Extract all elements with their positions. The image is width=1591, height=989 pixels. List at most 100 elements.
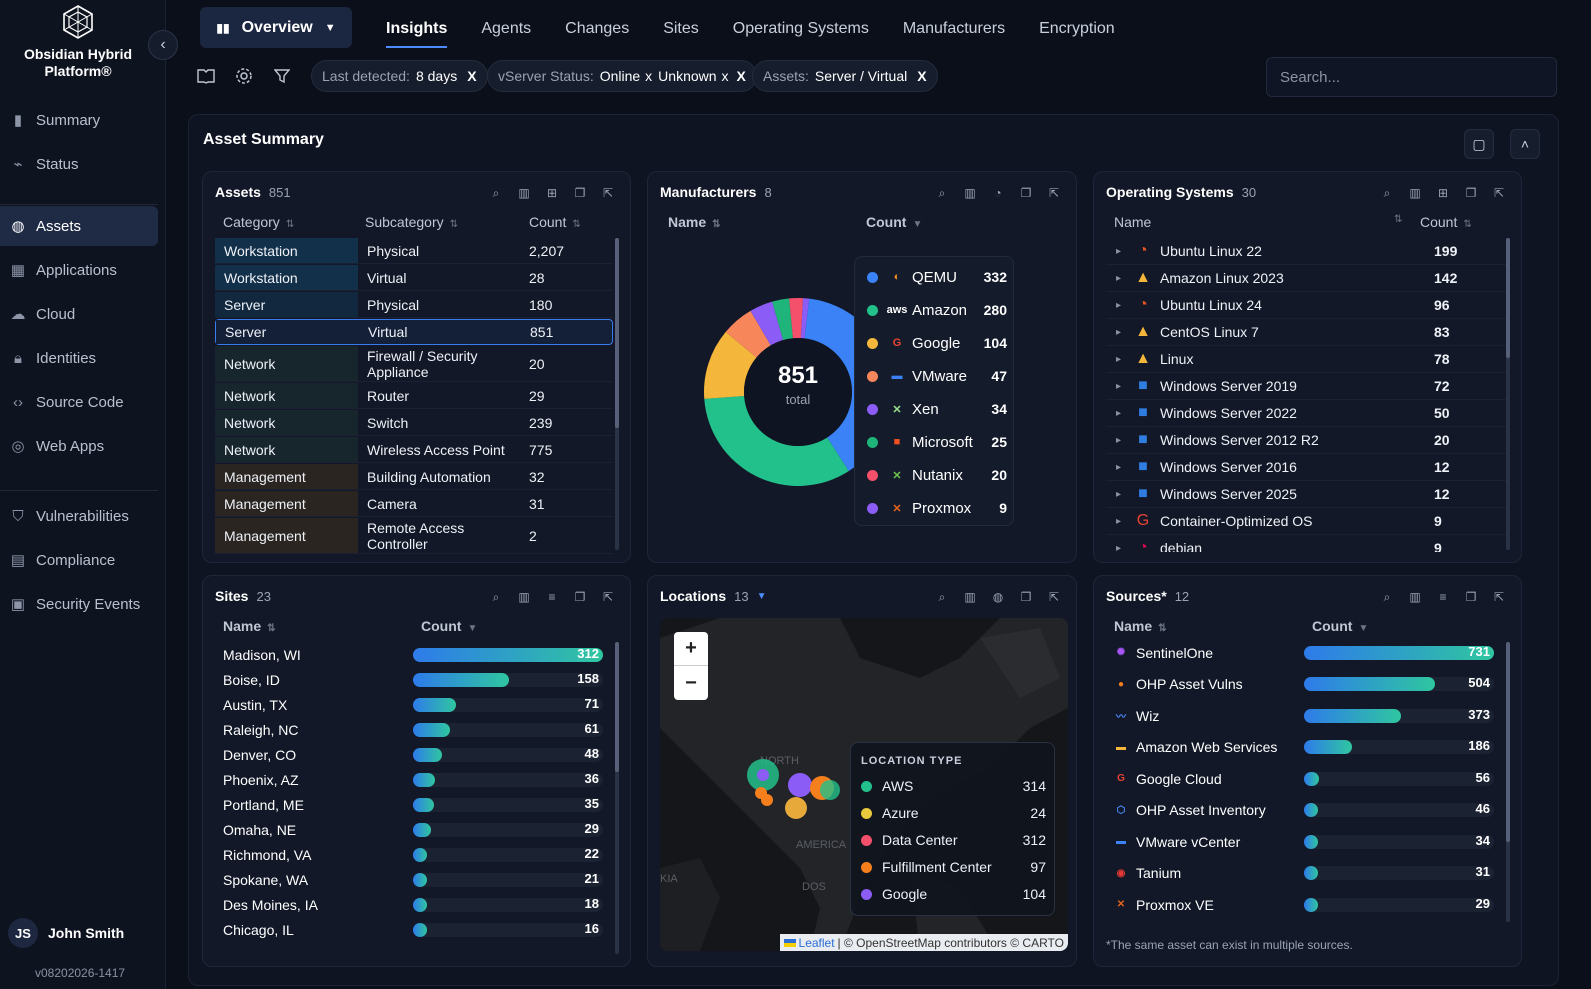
sidebar-item-summary[interactable]: ▮ Summary	[0, 100, 158, 140]
donut-slice-nutanix[interactable]	[789, 298, 804, 339]
remove-value-icon[interactable]: x	[721, 68, 729, 84]
bar-row[interactable]: Des Moines, IA 18	[215, 892, 603, 917]
location-marker-google[interactable]	[788, 773, 812, 797]
bar-row[interactable]: Austin, TX 71	[215, 692, 603, 717]
sidebar-item-applications[interactable]: ▦ Applications	[0, 250, 158, 290]
sidebar-item-vulnerabilities[interactable]: ⛉ Vulnerabilities	[0, 496, 158, 536]
filter-chip-vserver-status[interactable]: vServer Status: Online x Unknown x X	[487, 60, 757, 92]
table-row[interactable]: Server Physical 180	[215, 292, 613, 318]
copy-icon[interactable]: ❐	[574, 186, 586, 200]
legend-item-nutanix[interactable]: ✕ Nutanix 20	[867, 463, 1007, 487]
bar-row[interactable]: Raleigh, NC 61	[215, 717, 603, 742]
columns-icon[interactable]: ▥	[1409, 186, 1421, 200]
expand-caret-icon[interactable]: ▸	[1116, 245, 1122, 257]
table-row[interactable]: Management Camera 31	[215, 491, 613, 517]
columns-icon[interactable]: ▥	[964, 590, 976, 604]
tab-changes[interactable]: Changes	[565, 20, 630, 37]
bar-row[interactable]: ⬡ OHP Asset Inventory 46	[1106, 798, 1494, 823]
list-item[interactable]: ▸ ■ Windows Server 2019 72	[1106, 373, 1506, 400]
search-input[interactable]	[1266, 57, 1557, 97]
expand-caret-icon[interactable]: ▸	[1116, 380, 1122, 392]
locations-map[interactable]: NORTH AMERICA KIA DOS + −	[660, 618, 1068, 951]
list-item[interactable]: ▸ ◔ Ubuntu Linux 22 199	[1106, 238, 1506, 265]
bar-sort-icon[interactable]: ≡	[548, 590, 556, 604]
column-header-count[interactable]: Count ⇅	[529, 214, 581, 230]
leaflet-link[interactable]: Leaflet	[798, 935, 835, 950]
bar-row[interactable]: Chicago, IL 16	[215, 917, 603, 942]
location-type-azure[interactable]: Azure 24	[861, 802, 1046, 824]
location-marker-fulfillment[interactable]	[761, 794, 773, 806]
sidebar-item-web-apps[interactable]: ◎ Web Apps	[0, 426, 158, 466]
overview-dropdown[interactable]: ▮▮ Overview ▼	[200, 7, 352, 48]
expand-caret-icon[interactable]: ▸	[1116, 488, 1122, 500]
column-header-category[interactable]: Category ⇅	[223, 214, 294, 230]
table-row[interactable]: Management Building Automation 32	[215, 464, 613, 490]
zoom-out-button[interactable]: −	[685, 671, 697, 694]
table-row[interactable]: Network Firewall / Security Appliance 20	[215, 346, 613, 382]
column-header-subcategory[interactable]: Subcategory ⇅	[365, 214, 458, 230]
donut-slice-xen[interactable]	[750, 301, 784, 346]
search-icon[interactable]: ⌕	[492, 589, 500, 604]
legend-item-amazon[interactable]: aws Amazon 280	[867, 298, 1007, 322]
open-external-icon[interactable]: ⇱	[602, 186, 614, 200]
location-marker-google[interactable]	[757, 769, 769, 781]
bar-row[interactable]: Denver, CO 48	[215, 742, 603, 767]
column-header-count[interactable]: Count ▼	[421, 618, 477, 634]
table-row[interactable]: Workstation Virtual 28	[215, 265, 613, 291]
expand-caret-icon[interactable]: ▸	[1116, 272, 1122, 284]
globe-icon[interactable]: ◍	[992, 590, 1004, 604]
zoom-in-button[interactable]: +	[674, 632, 708, 666]
location-marker-aws[interactable]	[820, 780, 840, 800]
table-icon[interactable]: ⊞	[1437, 186, 1449, 200]
sidebar-collapse-button[interactable]: ‹	[148, 30, 178, 60]
expand-caret-icon[interactable]: ▸	[1116, 407, 1122, 419]
legend-item-microsoft[interactable]: ■ Microsoft 25	[867, 430, 1007, 454]
copy-icon[interactable]: ❐	[1465, 186, 1477, 200]
sidebar-item-source-code[interactable]: ‹› Source Code	[0, 382, 158, 422]
copy-icon[interactable]: ❐	[574, 590, 586, 604]
location-type-data-center[interactable]: Data Center 312	[861, 829, 1046, 851]
collapse-panel-button[interactable]: ˄	[1510, 129, 1540, 159]
column-header-name[interactable]: Name ⇅	[223, 618, 276, 634]
tab-encryption[interactable]: Encryption	[1039, 20, 1115, 37]
search-icon[interactable]: ⌕	[1383, 589, 1391, 604]
donut-slice-microsoft[interactable]	[772, 298, 793, 341]
legend-item-vmware[interactable]: ▬ VMware 47	[867, 364, 1007, 388]
remove-filter-icon[interactable]: X	[467, 68, 477, 84]
columns-icon[interactable]: ▥	[964, 186, 976, 200]
tab-manufacturers[interactable]: Manufacturers	[902, 20, 1006, 37]
bar-sort-icon[interactable]: ≡	[1439, 590, 1447, 604]
table-row[interactable]: Management Remote Access Controller 2	[215, 518, 613, 554]
column-header-count[interactable]: Count ⇅	[1420, 214, 1472, 230]
brand[interactable]: Obsidian Hybrid Platform®	[0, 4, 156, 80]
sidebar-item-compliance[interactable]: ▤ Compliance	[0, 540, 158, 580]
legend-item-proxmox[interactable]: ✕ Proxmox 9	[867, 496, 1007, 520]
copy-icon[interactable]: ❐	[1020, 590, 1032, 604]
table-row[interactable]: Network Switch 239	[215, 410, 613, 436]
sites-scrollbar[interactable]	[615, 642, 619, 954]
filter-chip-last-detected[interactable]: Last detected: 8 days X	[311, 60, 488, 92]
pie-chart-icon[interactable]: ◔	[994, 186, 1002, 200]
open-external-icon[interactable]: ⇱	[1493, 590, 1505, 604]
bar-row[interactable]: ◉ Tanium 31	[1106, 861, 1494, 886]
table-row[interactable]: Workstation Physical 2,207	[215, 238, 613, 264]
list-item[interactable]: ▸ G Container-Optimized OS 9	[1106, 508, 1506, 535]
location-type-google[interactable]: Google 104	[861, 883, 1046, 905]
sidebar-item-assets[interactable]: ◍ Assets	[0, 206, 158, 246]
remove-value-icon[interactable]: x	[645, 68, 653, 84]
tab-sites[interactable]: Sites	[663, 20, 699, 37]
list-item[interactable]: ▸ ■ Windows Server 2022 50	[1106, 400, 1506, 427]
open-external-icon[interactable]: ⇱	[1493, 186, 1505, 200]
search-icon[interactable]: ⌕	[938, 589, 946, 604]
bar-row[interactable]: ● OHP Asset Vulns 504	[1106, 672, 1494, 697]
table-row[interactable]: Network Router 29	[215, 383, 613, 409]
copy-icon[interactable]: ❐	[1020, 186, 1032, 200]
tab-insights[interactable]: Insights	[386, 12, 448, 48]
expand-caret-icon[interactable]: ▸	[1116, 353, 1122, 365]
search-icon[interactable]: ⌕	[492, 185, 500, 200]
tab-agents[interactable]: Agents	[481, 20, 532, 37]
open-external-icon[interactable]: ⇱	[1048, 186, 1060, 200]
list-item[interactable]: ▸ ▲ Amazon Linux 2023 142	[1106, 265, 1506, 292]
list-item[interactable]: ▸ ■ Windows Server 2025 12	[1106, 481, 1506, 508]
bar-row[interactable]: Madison, WI 312	[215, 642, 603, 667]
